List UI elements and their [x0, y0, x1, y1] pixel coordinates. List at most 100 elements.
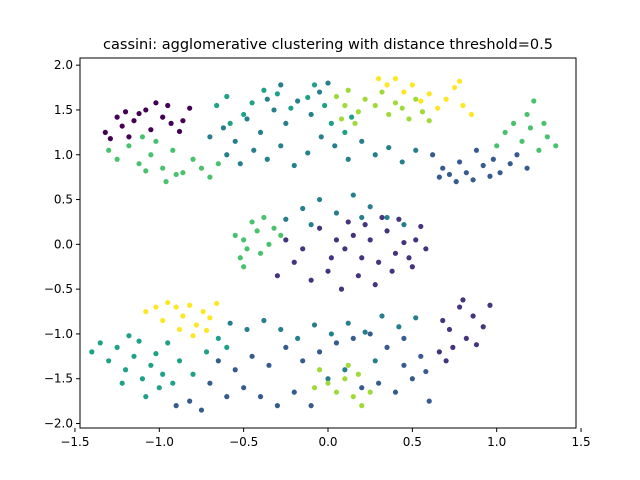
data-point: [241, 385, 247, 391]
data-point: [136, 161, 142, 167]
data-point: [463, 335, 469, 342]
data-point: [190, 371, 196, 377]
data-point: [490, 156, 496, 162]
data-point: [480, 162, 486, 169]
data-point: [413, 147, 419, 153]
data-point: [291, 162, 297, 169]
data-point: [440, 165, 446, 171]
data-point: [232, 367, 238, 373]
data-point: [372, 358, 378, 364]
data-point: [261, 87, 267, 93]
data-point: [372, 152, 378, 158]
data-point: [160, 371, 166, 377]
data-point: [283, 237, 289, 243]
data-point: [308, 403, 314, 409]
data-point: [126, 333, 132, 339]
data-point: [180, 170, 186, 176]
data-point: [311, 82, 318, 88]
data-point: [131, 118, 137, 124]
data-point: [176, 326, 183, 333]
data-point: [173, 403, 179, 409]
data-point: [450, 344, 456, 350]
data-point: [401, 222, 407, 228]
data-point: [409, 82, 415, 88]
data-point: [261, 214, 267, 221]
data-point: [399, 159, 405, 165]
data-point: [333, 93, 340, 100]
data-point: [156, 385, 162, 391]
data-point: [349, 114, 355, 120]
data-point: [308, 277, 314, 283]
data-point: [173, 304, 179, 310]
data-point: [443, 96, 449, 102]
data-point: [220, 125, 226, 131]
data-point: [342, 376, 348, 382]
data-point: [524, 165, 530, 171]
x-tick-label: −1.0: [145, 435, 174, 449]
data-point: [187, 398, 193, 404]
data-point: [430, 152, 436, 158]
data-point: [536, 147, 542, 153]
data-point: [342, 246, 348, 252]
data-point: [333, 389, 340, 395]
data-point: [480, 324, 486, 330]
data-point: [207, 315, 213, 321]
data-point: [241, 111, 247, 118]
data-point: [274, 403, 280, 409]
data-point: [328, 120, 334, 126]
data-point: [379, 313, 385, 319]
plot-frame: [79, 57, 577, 429]
y-tick-label: 1.5: [54, 103, 73, 117]
data-point: [139, 134, 146, 140]
data-point: [143, 107, 149, 113]
data-point: [419, 109, 426, 115]
data-point: [473, 147, 480, 153]
data-point: [190, 156, 196, 162]
data-point: [241, 237, 247, 243]
data-point: [131, 353, 137, 359]
data-point: [203, 327, 210, 333]
data-point: [322, 102, 328, 109]
chart-title: cassini: agglomerative clustering with d…: [103, 37, 553, 53]
axes-layer: −1.5 −1.0 −0.5 0.0 0.5 1.0 1.5 −2.0 −1.5 −1.0 −0.5…: [44, 58, 591, 449]
data-point: [376, 76, 382, 82]
data-point: [413, 237, 419, 243]
data-point: [114, 156, 120, 162]
data-point: [176, 128, 183, 135]
data-point: [266, 362, 272, 368]
data-point: [487, 302, 493, 308]
data-point: [198, 165, 205, 171]
data-point: [165, 299, 171, 306]
data-point: [153, 351, 159, 357]
data-point: [190, 333, 196, 339]
data-point: [165, 340, 171, 346]
data-point: [451, 84, 458, 91]
data-point: [198, 407, 205, 413]
data-point: [384, 344, 390, 350]
data-point: [409, 264, 415, 270]
data-point: [264, 156, 270, 162]
data-point: [318, 134, 324, 140]
data-point: [283, 120, 289, 126]
data-point: [401, 362, 407, 368]
data-point: [342, 367, 348, 373]
data-point: [544, 134, 550, 140]
data-point: [384, 214, 390, 221]
data-point: [355, 371, 361, 377]
data-point: [143, 168, 149, 174]
data-point: [338, 116, 345, 122]
data-point: [355, 273, 361, 279]
data-point: [446, 171, 453, 178]
data-point: [160, 317, 166, 324]
data-point: [359, 385, 365, 391]
data-point: [362, 222, 368, 228]
data-point: [295, 98, 301, 104]
data-point: [126, 134, 132, 140]
data-point: [308, 222, 314, 228]
data-point: [384, 228, 390, 234]
data-point: [278, 326, 284, 333]
data-point: [106, 147, 112, 153]
data-point: [215, 335, 221, 342]
data-point: [527, 125, 534, 131]
data-point: [453, 179, 459, 185]
